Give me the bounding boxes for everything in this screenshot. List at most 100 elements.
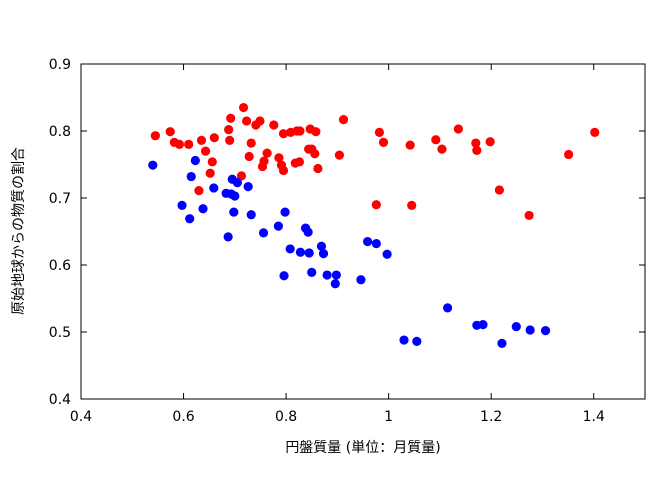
red-data-point <box>313 163 323 174</box>
red-data-point <box>238 102 249 113</box>
blue-data-point <box>540 326 551 336</box>
blue-data-point <box>330 279 340 289</box>
y-tick-label: 0.5 <box>49 325 71 341</box>
red-data-point <box>225 135 235 145</box>
red-data-point <box>564 149 574 160</box>
red-data-point <box>274 153 284 163</box>
red-data-point <box>194 186 204 196</box>
red-data-point <box>209 133 219 143</box>
red-data-point <box>431 135 441 145</box>
blue-data-point <box>295 247 306 257</box>
red-data-point <box>405 140 415 150</box>
red-data-point <box>472 145 482 156</box>
blue-data-point <box>177 200 187 210</box>
red-data-point <box>205 168 215 178</box>
x-axis-title: 円盤質量 (単位：月質量) <box>285 440 440 456</box>
red-data-point <box>262 148 272 158</box>
red-data-point <box>278 165 289 176</box>
blue-data-point <box>322 270 332 280</box>
red-data-point <box>255 116 265 126</box>
blue-data-point <box>185 214 195 224</box>
y-tick-label: 0.4 <box>49 392 71 408</box>
red-data-point <box>371 200 381 210</box>
blue-data-point <box>279 271 289 281</box>
blue-data-point <box>148 160 158 170</box>
red-data-point <box>310 149 320 159</box>
blue-data-point <box>316 241 327 251</box>
red-data-point <box>242 116 252 126</box>
blue-data-point <box>363 236 373 247</box>
blue-data-point <box>371 238 381 249</box>
blue-data-point <box>443 303 453 313</box>
red-data-point <box>165 127 175 137</box>
blue-data-point <box>223 232 233 242</box>
blue-data-point <box>303 227 313 237</box>
blue-data-point <box>525 325 535 335</box>
blue-data-point <box>356 275 366 285</box>
red-data-point <box>485 137 495 147</box>
red-data-point <box>246 138 256 148</box>
blue-data-point <box>497 338 507 348</box>
red-data-point <box>200 146 211 156</box>
red-data-point <box>378 137 389 147</box>
blue-data-point <box>382 249 392 259</box>
red-data-point <box>494 185 504 195</box>
plot-frame <box>80 63 646 400</box>
red-data-point <box>338 115 349 125</box>
blue-data-point <box>258 228 269 238</box>
data-points <box>148 102 600 348</box>
red-data-point <box>150 131 160 141</box>
red-data-point <box>590 127 600 137</box>
x-tick-label: 1.2 <box>480 409 502 425</box>
red-data-point <box>196 135 207 145</box>
blue-data-point <box>511 322 521 332</box>
blue-data-point <box>246 210 256 220</box>
y-tick-label: 0.6 <box>49 258 71 274</box>
blue-data-point <box>273 221 283 231</box>
blue-data-point <box>304 248 314 258</box>
blue-data-point <box>399 335 409 345</box>
red-data-point <box>174 139 185 149</box>
red-data-point <box>407 200 417 210</box>
red-data-point <box>269 120 279 130</box>
red-data-point <box>334 150 345 160</box>
y-tick-label: 0.7 <box>49 191 71 207</box>
red-data-point <box>236 171 247 181</box>
blue-data-point <box>209 183 219 193</box>
blue-data-point <box>229 207 239 217</box>
red-data-point <box>453 124 463 134</box>
blue-data-point <box>307 267 317 277</box>
blue-data-point <box>285 244 295 254</box>
y-tick-label: 0.9 <box>49 57 71 73</box>
red-data-point <box>524 210 534 221</box>
red-data-point <box>374 127 385 137</box>
blue-data-point <box>243 182 253 192</box>
red-data-point <box>471 138 481 148</box>
red-data-point <box>226 113 236 123</box>
red-data-point <box>207 157 217 167</box>
axis-ticks: 0.4 0.6 0.8 1 1.2 1.4 0.4 0.5 0.6 0.7 0.8 0.9 <box>49 57 645 425</box>
red-data-point <box>259 156 269 166</box>
blue-data-point <box>232 177 242 188</box>
red-data-point <box>295 126 305 136</box>
red-data-point <box>294 157 305 167</box>
blue-data-point <box>331 270 341 280</box>
blue-data-point <box>198 204 208 214</box>
x-tick-label: 1 <box>384 409 393 425</box>
blue-data-point <box>230 191 240 201</box>
red-data-point <box>311 127 321 137</box>
x-tick-label: 0.8 <box>275 409 297 425</box>
red-data-point <box>437 144 447 154</box>
blue-data-point <box>186 171 196 182</box>
blue-data-point <box>280 207 290 217</box>
blue-data-point <box>318 249 329 259</box>
blue-data-point <box>412 336 422 346</box>
x-tick-label: 0.4 <box>70 409 92 425</box>
red-data-point <box>278 129 289 139</box>
blue-data-point <box>478 320 488 330</box>
red-data-point <box>244 151 254 162</box>
y-tick-label: 0.8 <box>49 124 71 140</box>
red-data-point <box>224 125 234 135</box>
red-data-point <box>184 139 194 149</box>
x-tick-label: 1.4 <box>583 409 605 425</box>
